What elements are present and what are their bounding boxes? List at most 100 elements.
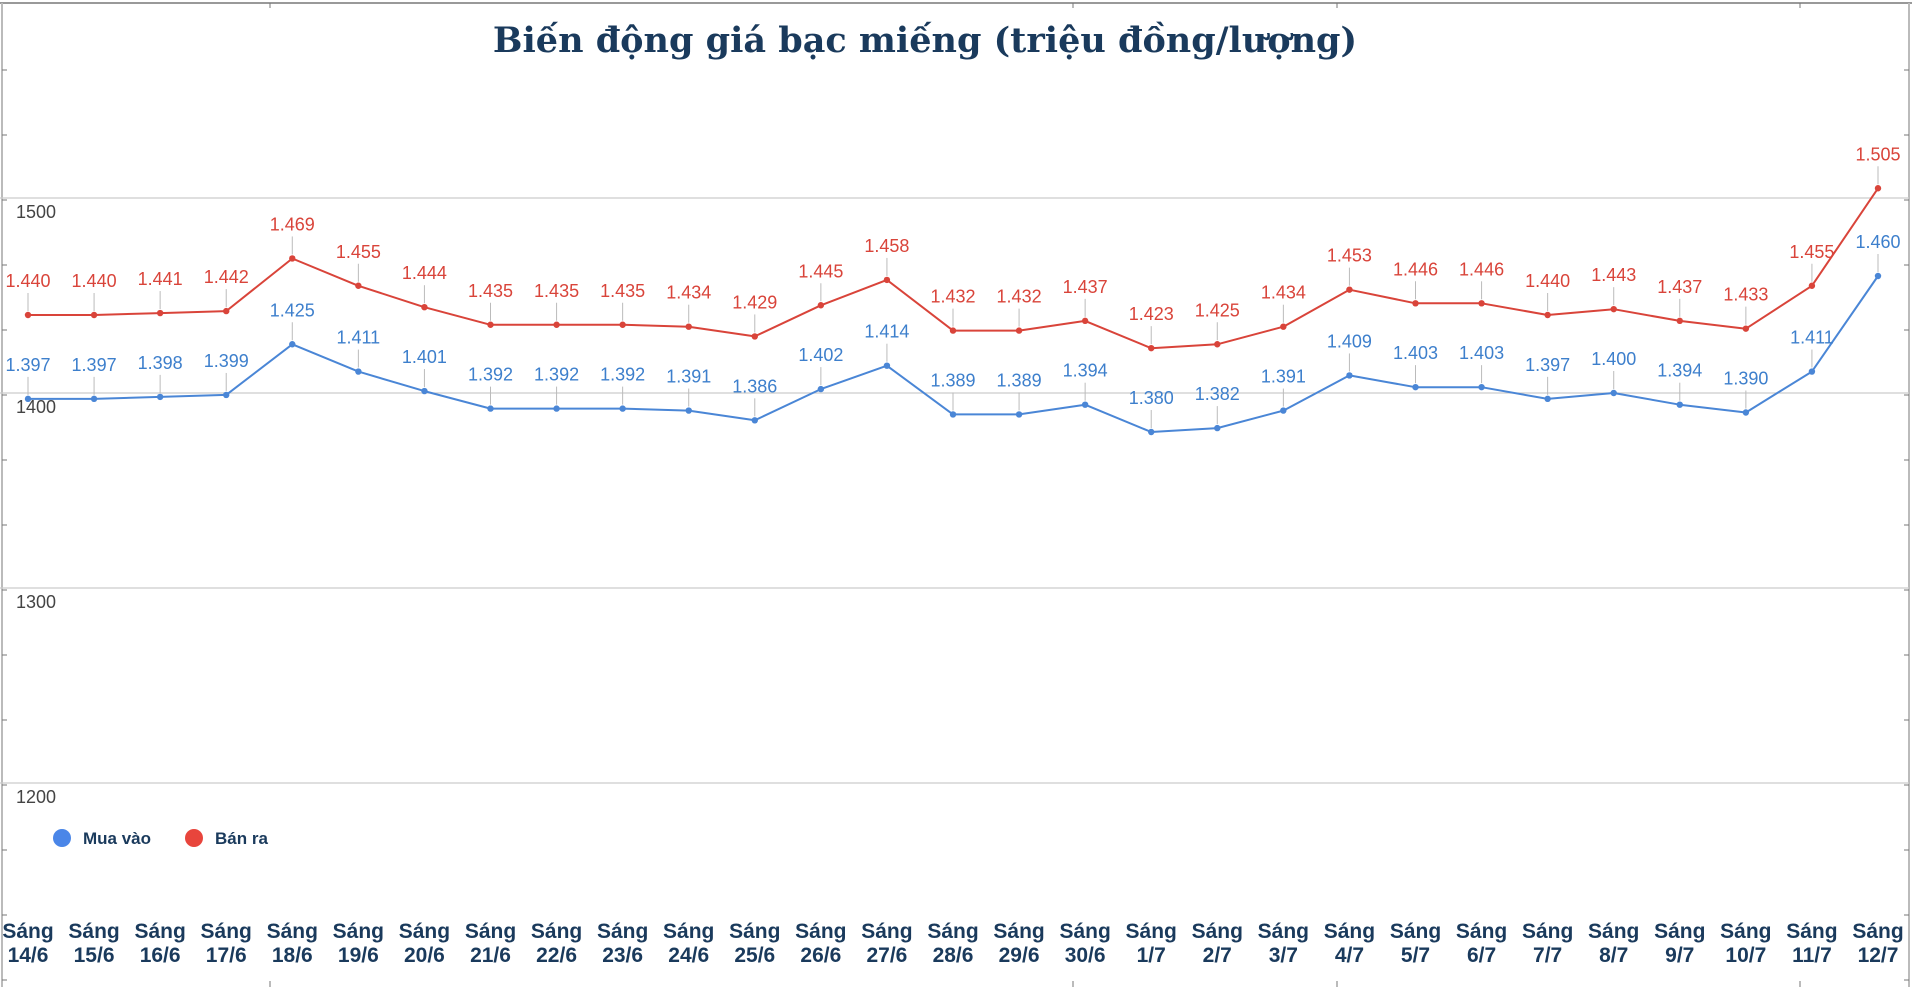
data-point <box>1676 401 1683 408</box>
x-tick-label-line2: 3/7 <box>1269 944 1298 967</box>
data-label: 1.469 <box>270 214 315 234</box>
data-label: 1.414 <box>864 322 909 342</box>
data-label: 1.440 <box>1525 271 1570 291</box>
data-label: 1.425 <box>1195 300 1240 320</box>
x-tick-label-line2: 22/6 <box>536 944 577 967</box>
data-point <box>1478 300 1485 307</box>
data-label: 1.446 <box>1393 259 1438 279</box>
data-point <box>156 393 164 401</box>
x-tick-label-line2: 7/7 <box>1533 944 1562 967</box>
data-label: 1.455 <box>336 242 381 262</box>
data-point <box>1610 389 1617 397</box>
data-label: 1.392 <box>534 365 579 385</box>
data-point <box>883 276 891 284</box>
x-tick-label-line2: 23/6 <box>602 944 643 967</box>
x-tick-label-line2: 25/6 <box>734 944 775 967</box>
data-labels: 1.397 1.397 1.398 1.399 1.425 1.411 1.401 1.392… <box>5 144 1901 428</box>
data-label: 1.429 <box>732 292 777 312</box>
data-label: 1.411 <box>1790 328 1834 348</box>
data-point <box>24 311 32 319</box>
data-point <box>883 362 891 369</box>
data-point <box>487 405 494 412</box>
data-point <box>1346 286 1353 293</box>
data-point <box>751 333 758 340</box>
data-label: 1.411 <box>336 328 380 348</box>
x-tick-label-line1: Sáng <box>1456 920 1507 943</box>
data-label: 1.440 <box>5 271 50 291</box>
data-point <box>619 405 626 412</box>
data-label: 1.453 <box>1327 246 1372 266</box>
data-point <box>685 407 692 414</box>
x-tick-label-line2: 18/6 <box>272 944 313 967</box>
x-tick-label-line1: Sáng <box>993 920 1044 943</box>
x-tick-label-line1: Sáng <box>663 920 714 943</box>
legend: Mua vào Bán ra <box>53 829 268 848</box>
x-tick-label-line1: Sáng <box>68 920 119 943</box>
x-tick-label-line1: Sáng <box>1059 920 1110 943</box>
x-tick-label-line2: 16/6 <box>140 944 181 967</box>
data-point <box>1081 317 1089 325</box>
data-label: 1.391 <box>666 367 711 387</box>
data-point <box>1610 305 1617 313</box>
data-point <box>949 411 957 418</box>
data-point <box>421 304 428 311</box>
data-label: 1.442 <box>204 267 249 287</box>
x-axis-ticks: Sáng14/6Sáng15/6Sáng16/6Sáng17/6Sáng18/6… <box>2 920 1903 967</box>
data-point <box>1874 185 1882 192</box>
x-tick-label-line1: Sáng <box>1720 920 1771 943</box>
data-label: 1.394 <box>1063 361 1108 381</box>
data-label: 1.458 <box>864 236 909 256</box>
x-tick-label-line1: Sáng <box>1126 920 1177 943</box>
data-point <box>1280 323 1287 330</box>
data-point <box>289 341 296 348</box>
data-label: 1.435 <box>468 281 513 301</box>
x-tick-label-line2: 11/7 <box>1792 944 1832 967</box>
chart-title: Biến động giá bạc miếng (triệu đồng/lượn… <box>493 20 1357 61</box>
data-point <box>553 321 560 328</box>
data-label: 1.443 <box>1591 265 1636 285</box>
data-label: 1.440 <box>72 271 117 291</box>
x-tick-label-line2: 14/6 <box>8 944 49 967</box>
data-point <box>553 405 560 412</box>
data-point <box>1148 344 1155 352</box>
data-label: 1.389 <box>930 370 975 390</box>
x-tick-label-line1: Sáng <box>201 920 252 943</box>
x-tick-label-line2: 24/6 <box>668 944 709 967</box>
data-label: 1.398 <box>138 353 183 373</box>
data-point <box>1346 372 1353 379</box>
grid-lines <box>0 197 1909 784</box>
data-label: 1.505 <box>1855 144 1900 164</box>
data-point <box>817 385 825 393</box>
data-label: 1.397 <box>1525 355 1570 375</box>
data-label: 1.391 <box>1261 367 1306 387</box>
y-axis-ticks: 1200 1300 1400 1500 <box>16 202 56 807</box>
data-point <box>1808 282 1816 289</box>
x-tick-label-line2: 2/7 <box>1203 944 1232 967</box>
x-tick-label-line2: 1/7 <box>1137 944 1166 967</box>
x-tick-label-line1: Sáng <box>729 920 780 943</box>
data-point <box>1015 327 1023 334</box>
x-tick-label-line2: 15/6 <box>74 944 115 967</box>
x-tick-label-line1: Sáng <box>597 920 648 943</box>
x-tick-label-line2: 10/7 <box>1725 944 1766 967</box>
x-tick-label-line1: Sáng <box>1324 920 1375 943</box>
data-point <box>1015 411 1023 418</box>
data-point <box>1544 395 1551 403</box>
data-point <box>1214 341 1221 348</box>
data-label: 1.397 <box>5 355 50 375</box>
data-point <box>355 368 362 375</box>
data-point <box>1544 311 1551 319</box>
series-lines <box>24 185 1882 436</box>
x-tick-label-line2: 8/7 <box>1599 944 1628 967</box>
data-label: 1.432 <box>997 287 1042 307</box>
data-label: 1.441 <box>138 269 183 289</box>
x-tick-label-line2: 30/6 <box>1065 944 1106 967</box>
x-tick-label-line2: 21/6 <box>470 944 511 967</box>
data-label: 1.445 <box>798 261 843 281</box>
x-tick-label-line1: Sáng <box>1654 920 1705 943</box>
data-label: 1.401 <box>402 347 447 367</box>
data-point <box>1478 383 1485 391</box>
data-point <box>1742 409 1750 416</box>
